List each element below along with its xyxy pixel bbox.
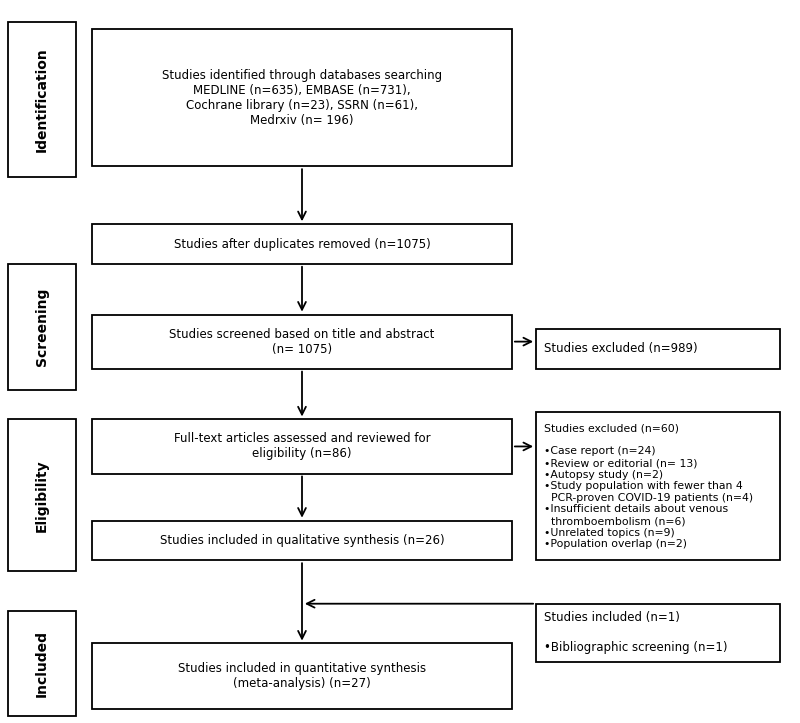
Text: Studies excluded (n=60)

•Case report (n=24)
•Review or editorial (n= 13)
•Autop: Studies excluded (n=60) •Case report (n=…	[544, 423, 753, 549]
FancyBboxPatch shape	[8, 22, 76, 177]
Text: Studies after duplicates removed (n=1075): Studies after duplicates removed (n=1075…	[174, 238, 430, 250]
Text: Studies identified through databases searching
MEDLINE (n=635), EMBASE (n=731),
: Studies identified through databases sea…	[162, 69, 442, 127]
FancyBboxPatch shape	[8, 264, 76, 390]
FancyBboxPatch shape	[536, 412, 780, 560]
FancyBboxPatch shape	[92, 419, 512, 474]
Text: Studies screened based on title and abstract
(n= 1075): Studies screened based on title and abst…	[170, 328, 434, 356]
Text: Studies included in qualitative synthesis (n=26): Studies included in qualitative synthesi…	[160, 534, 444, 547]
Text: Eligibility: Eligibility	[35, 459, 49, 531]
FancyBboxPatch shape	[92, 29, 512, 166]
FancyBboxPatch shape	[536, 329, 780, 369]
Text: Included: Included	[35, 630, 49, 697]
Text: Screening: Screening	[35, 288, 49, 367]
FancyBboxPatch shape	[92, 643, 512, 709]
Text: Studies included (n=1)

•Bibliographic screening (n=1): Studies included (n=1) •Bibliographic sc…	[544, 611, 727, 654]
FancyBboxPatch shape	[92, 315, 512, 369]
Text: Studies included in quantitative synthesis
(meta-analysis) (n=27): Studies included in quantitative synthes…	[178, 662, 426, 690]
FancyBboxPatch shape	[8, 611, 76, 716]
FancyBboxPatch shape	[536, 604, 780, 662]
FancyBboxPatch shape	[8, 419, 76, 571]
Text: Studies excluded (n=989): Studies excluded (n=989)	[544, 343, 698, 355]
FancyBboxPatch shape	[92, 224, 512, 264]
FancyBboxPatch shape	[92, 521, 512, 560]
Text: Full-text articles assessed and reviewed for
eligibility (n=86): Full-text articles assessed and reviewed…	[174, 432, 430, 461]
Text: Identification: Identification	[35, 47, 49, 152]
